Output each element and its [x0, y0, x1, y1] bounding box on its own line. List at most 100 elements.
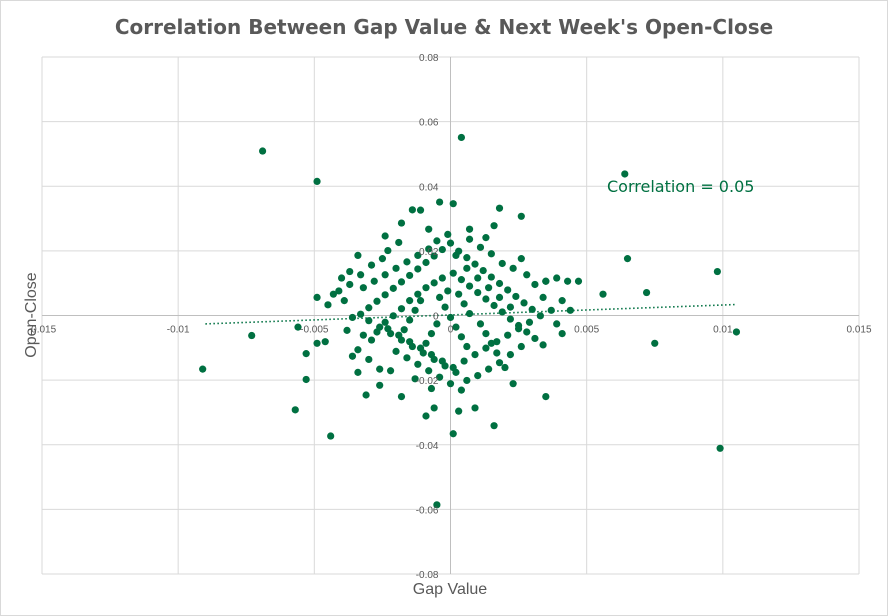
data-point	[506, 303, 515, 311]
data-point	[354, 346, 362, 354]
data-point	[474, 274, 482, 282]
data-point	[324, 301, 332, 309]
y-tick-label: -0.02	[416, 376, 439, 387]
data-point	[623, 255, 632, 263]
data-point	[542, 277, 550, 285]
data-point	[365, 317, 373, 325]
data-point	[482, 234, 490, 242]
data-point	[490, 422, 498, 430]
data-point	[536, 312, 544, 320]
data-point	[433, 237, 441, 245]
y-tick-label: 0.06	[419, 118, 439, 129]
data-point	[504, 286, 512, 294]
data-point	[392, 347, 400, 355]
data-point	[422, 284, 430, 292]
data-point	[465, 225, 474, 233]
data-point	[373, 297, 381, 305]
data-point	[406, 297, 414, 305]
data-point	[495, 293, 504, 302]
data-point	[416, 206, 425, 214]
data-point	[438, 357, 446, 365]
data-point	[403, 354, 411, 362]
data-point	[389, 284, 397, 292]
data-point	[498, 259, 506, 268]
data-point	[362, 391, 370, 399]
data-point	[490, 301, 498, 310]
y-tick-label: -0.04	[416, 441, 439, 452]
data-point	[463, 342, 471, 351]
data-point	[381, 232, 389, 240]
data-point	[430, 404, 438, 412]
data-point	[411, 306, 419, 314]
data-point	[457, 276, 465, 284]
data-point	[528, 305, 536, 313]
data-point	[564, 277, 572, 285]
data-point	[531, 334, 539, 343]
x-tick-label: 0.015	[846, 325, 871, 336]
data-point	[482, 329, 490, 338]
data-point	[422, 412, 430, 420]
data-point	[495, 279, 504, 288]
data-point	[463, 264, 471, 272]
data-point	[378, 255, 387, 263]
data-point	[395, 331, 403, 339]
data-point	[455, 407, 463, 415]
data-point	[452, 251, 460, 259]
y-tick-label: 0.08	[419, 53, 439, 64]
data-point	[465, 282, 474, 290]
data-point	[397, 278, 406, 286]
y-tick-label: -0.08	[416, 570, 439, 581]
data-point	[335, 287, 343, 295]
data-point	[460, 300, 468, 308]
data-point	[457, 333, 465, 341]
data-point	[509, 380, 517, 388]
data-point	[444, 230, 452, 238]
data-points	[199, 133, 741, 509]
data-point	[531, 280, 539, 289]
data-point	[302, 350, 310, 358]
data-point	[414, 290, 422, 298]
data-point	[514, 325, 523, 333]
data-point	[509, 264, 517, 272]
chart-title: Correlation Between Gap Value & Next Wee…	[115, 15, 773, 39]
data-point	[359, 331, 367, 339]
data-point	[384, 246, 392, 255]
data-point	[517, 212, 525, 220]
data-point	[327, 432, 335, 440]
data-point	[433, 320, 441, 328]
data-point	[732, 328, 741, 336]
data-point	[430, 279, 438, 287]
data-point	[389, 312, 397, 320]
data-point	[517, 255, 525, 263]
trendline	[205, 303, 737, 325]
data-point	[553, 320, 561, 328]
data-point	[354, 251, 362, 259]
data-point	[392, 264, 400, 272]
data-point	[381, 318, 389, 326]
data-point	[321, 338, 329, 346]
data-point	[566, 306, 574, 314]
data-point	[651, 339, 659, 347]
data-point	[294, 323, 302, 331]
data-point	[386, 367, 395, 375]
x-tick-label: -0.01	[167, 325, 190, 336]
data-point	[248, 331, 256, 340]
data-point	[406, 271, 414, 280]
data-point	[539, 293, 547, 302]
data-point	[414, 251, 422, 259]
data-point	[495, 204, 504, 212]
data-point	[553, 274, 561, 282]
data-point	[425, 245, 433, 253]
data-point	[520, 299, 528, 307]
data-point	[367, 336, 376, 344]
data-point	[449, 200, 457, 208]
data-point	[395, 238, 403, 247]
data-point	[493, 338, 501, 346]
data-point	[384, 325, 392, 333]
data-point	[370, 277, 378, 285]
data-point	[444, 287, 452, 295]
data-point	[427, 384, 436, 393]
data-point	[460, 357, 468, 365]
data-point	[495, 359, 504, 367]
